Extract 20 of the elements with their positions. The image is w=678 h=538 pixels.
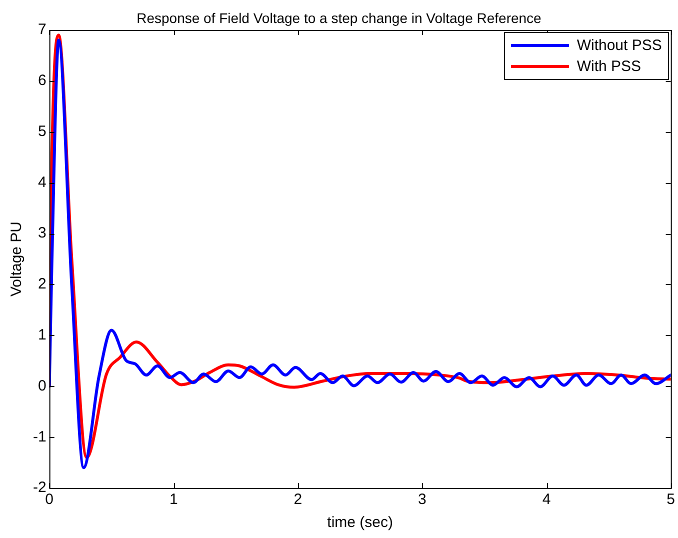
x-axis-title: time (sec) xyxy=(327,514,394,532)
y-tick-label: 3 xyxy=(38,224,46,242)
y-tick-label: 7 xyxy=(38,21,46,38)
x-tick-label: 3 xyxy=(418,491,426,508)
y-tick-label: 6 xyxy=(38,72,46,90)
y-tick-label: 4 xyxy=(38,174,46,191)
y-tick-label: -2 xyxy=(32,479,46,496)
y-axis-title: Voltage PU xyxy=(8,221,26,297)
legend-label: Without PSS xyxy=(576,37,662,54)
x-tick-label: 4 xyxy=(542,491,551,508)
y-tick-label: 1 xyxy=(38,326,46,344)
x-tick-label: 1 xyxy=(169,491,178,508)
y-tick-label: -1 xyxy=(32,428,46,446)
chart-title: Response of Field Voltage to a step change in Voltage Reference xyxy=(136,10,542,26)
y-tick-label: 2 xyxy=(38,276,46,293)
legend-label: With PSS xyxy=(576,58,642,75)
y-tick-label: 0 xyxy=(38,377,46,394)
x-tick-label: 5 xyxy=(666,491,675,508)
y-tick-label: 5 xyxy=(38,122,46,140)
x-tick-label: 2 xyxy=(294,491,302,508)
